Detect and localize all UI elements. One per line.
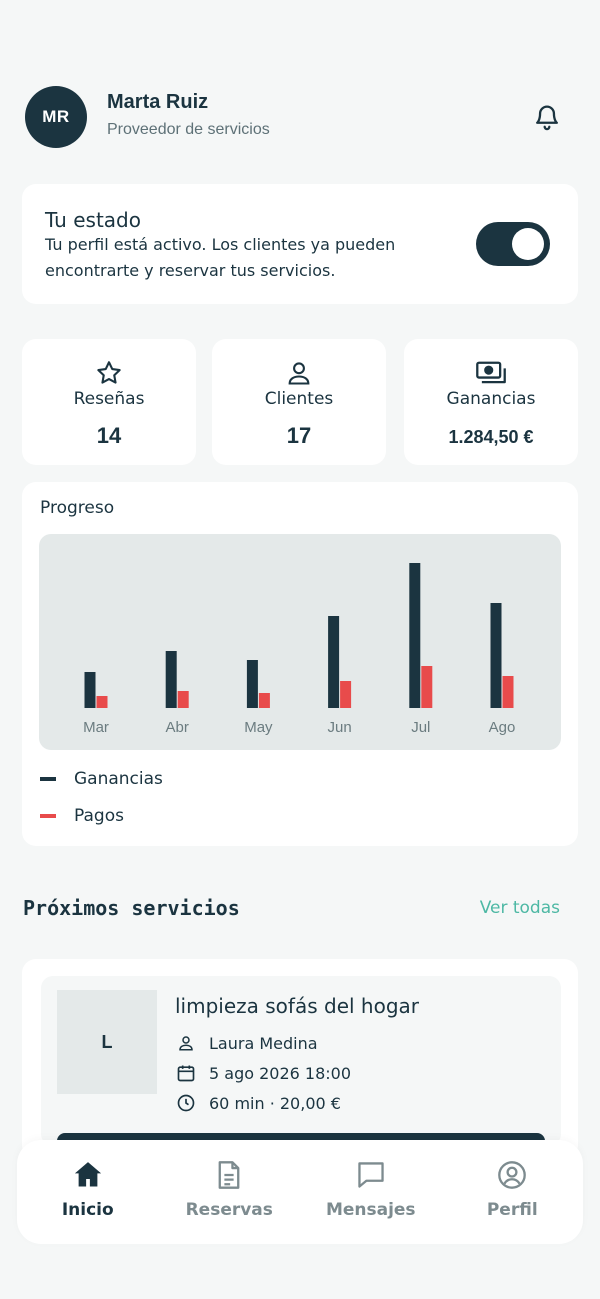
stat-card-earnings[interactable]: Ganancias 1.284,50 € (404, 339, 578, 465)
bar-ganancias-ago (490, 603, 502, 708)
star-icon (22, 359, 196, 387)
x-tick-label: Jun (328, 719, 352, 736)
stat-value: 1.284,50 € (448, 427, 534, 447)
stat-card-clients[interactable]: Clientes 17 (212, 339, 386, 465)
legend-swatch (40, 814, 56, 818)
service-list: L limpieza sofás del hogar Laura Medina … (22, 959, 578, 1159)
bar-pagos-jul (421, 666, 433, 708)
x-tick-label: Jul (411, 719, 430, 736)
bar-ganancias-jul (409, 563, 421, 708)
clock-icon (175, 1092, 197, 1114)
document-icon (159, 1160, 301, 1192)
bar-pagos-may (258, 693, 270, 708)
service-client-row: Laura Medina (175, 1032, 318, 1054)
toggle-knob (512, 228, 544, 260)
x-tick-label: Ago (489, 719, 516, 736)
bar-pagos-mar (96, 696, 108, 708)
bar-pagos-abr (177, 691, 189, 708)
nav-label: Mensajes (325, 1200, 416, 1220)
legend-label: Pagos (74, 806, 124, 826)
service-date-row: 5 ago 2026 18:00 (175, 1062, 351, 1084)
chat-icon (300, 1160, 442, 1192)
bar-ganancias-may (246, 660, 258, 708)
bar-pagos-jun (340, 681, 352, 708)
stat-value: 14 (96, 423, 122, 448)
status-toggle[interactable] (476, 222, 550, 266)
progress-card: Progreso Mar Abr May Jun Jul Ago Ganancias Pa… (22, 482, 578, 846)
service-date: 5 ago 2026 18:00 (209, 1063, 352, 1083)
bar-ganancias-abr (165, 651, 177, 708)
bell-icon (536, 105, 558, 131)
x-tick-label: Mar (83, 719, 109, 736)
legend-item-pagos: Pagos (40, 806, 124, 826)
user-name: Marta Ruiz (107, 91, 209, 113)
legend-item-ganancias: Ganancias (40, 769, 163, 789)
stat-card-reviews[interactable]: Reseñas 14 (22, 339, 196, 465)
profile-icon (442, 1160, 584, 1192)
nav-item-inicio[interactable]: Inicio (17, 1140, 159, 1244)
nav-item-mensajes[interactable]: Mensajes (300, 1140, 442, 1244)
bar-pagos-ago (502, 676, 514, 708)
service-client: Laura Medina (209, 1033, 318, 1053)
stat-label: Reseñas (73, 389, 145, 409)
x-tick-label: Abr (166, 719, 189, 736)
notifications-button[interactable] (531, 101, 563, 133)
see-all-link[interactable]: Ver todas (479, 898, 560, 918)
user-role: Proveedor de servicios (107, 121, 270, 138)
legend-swatch (40, 777, 56, 781)
calendar-icon (175, 1062, 197, 1084)
nav-item-reservas[interactable]: Reservas (159, 1140, 301, 1244)
nav-label: Inicio (61, 1200, 114, 1220)
service-thumbnail: L (57, 990, 157, 1094)
nav-label: Reservas (185, 1200, 273, 1220)
home-icon (17, 1160, 159, 1192)
legend-label: Ganancias (74, 769, 163, 789)
nav-label: Perfil (486, 1200, 538, 1220)
status-title: Tu estado (45, 208, 141, 232)
person-icon (212, 359, 386, 387)
service-title: limpieza sofás del hogar (175, 994, 419, 1018)
cash-icon (404, 359, 578, 387)
bar-ganancias-mar (84, 672, 96, 708)
person-icon (175, 1032, 197, 1054)
bottom-nav: Inicio Reservas Mensajes Perfil (17, 1140, 583, 1244)
chart-area: Mar Abr May Jun Jul Ago (39, 534, 561, 750)
x-tick-label: May (244, 719, 273, 736)
stat-label: Clientes (264, 389, 334, 409)
header: MR Marta Ruiz Proveedor de servicios (25, 86, 575, 148)
avatar[interactable]: MR (25, 86, 87, 148)
bar-ganancias-jun (328, 616, 340, 708)
service-card[interactable]: L limpieza sofás del hogar Laura Medina … (41, 976, 561, 1153)
service-duration-row: 60 min · 20,00 € (175, 1092, 341, 1114)
status-card: Tu estado Tu perfil está activo. Los cli… (22, 184, 578, 304)
nav-item-perfil[interactable]: Perfil (442, 1140, 584, 1244)
section-title: Próximos servicios (23, 896, 240, 920)
stat-label: Ganancias (446, 389, 536, 409)
stat-value: 17 (286, 423, 312, 448)
chart-title: Progreso (40, 498, 115, 518)
status-description: Tu perfil está activo. Los clientes ya p… (45, 235, 396, 280)
service-duration-price: 60 min · 20,00 € (209, 1093, 341, 1113)
bar-chart: Mar Abr May Jun Jul Ago (83, 563, 516, 736)
